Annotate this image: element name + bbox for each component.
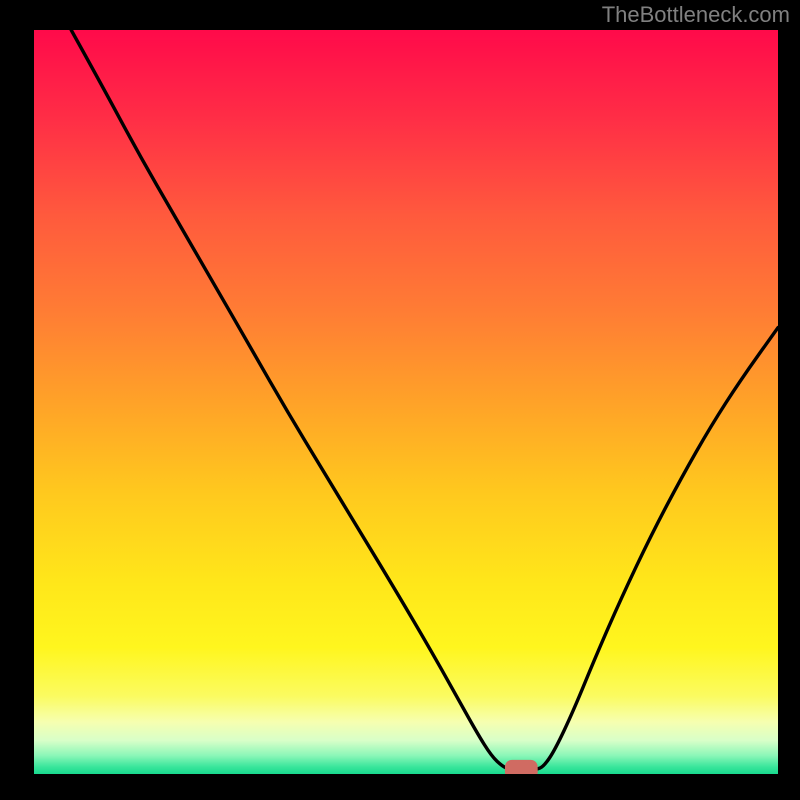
attribution-text: TheBottleneck.com [602,2,790,27]
plot-gradient-background [34,30,778,774]
